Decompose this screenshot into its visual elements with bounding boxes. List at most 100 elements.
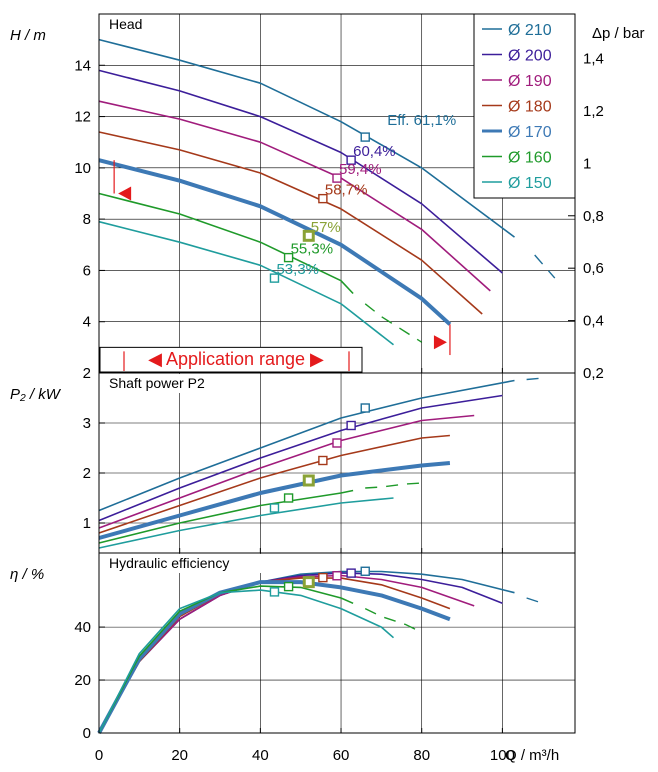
operating-point-marker xyxy=(360,403,370,413)
legend: Ø 210 Ø 200 Ø 190 Ø 180 Ø 170 Ø 160 Ø 150 xyxy=(473,13,576,199)
y-tick-label: 2 xyxy=(83,365,91,382)
legend-label: Ø 210 xyxy=(508,22,552,39)
y-axis-label: H / m xyxy=(10,27,46,44)
operating-point-marker xyxy=(360,132,370,142)
operating-point-marker xyxy=(346,568,356,578)
x-tick-label: 100 xyxy=(490,747,515,764)
y-tick-label: 1 xyxy=(83,515,91,532)
y-tick-label: 20 xyxy=(74,672,91,689)
efficiency-label: 57% xyxy=(311,219,341,236)
legend-label: Ø 200 xyxy=(508,48,552,65)
panel-title-bg xyxy=(100,554,262,573)
series-line-180 xyxy=(98,434,450,534)
right-y-axis-label: Δp / bar xyxy=(592,25,645,42)
panel-title: Hydraulic efficiency xyxy=(109,555,229,571)
operating-point-marker xyxy=(269,503,280,513)
operating-point-marker xyxy=(318,193,328,204)
series-line-190 xyxy=(98,100,491,292)
series-line-160 xyxy=(98,585,354,734)
operating-point-marker xyxy=(302,229,315,242)
x-tick-label: 80 xyxy=(413,747,430,764)
series-extension-210 xyxy=(526,597,543,604)
series-line-200 xyxy=(98,69,503,274)
legend-label: Ø 170 xyxy=(508,124,552,141)
operating-point-marker xyxy=(302,474,315,487)
y-tick-label: 40 xyxy=(74,619,91,636)
series-line-170 xyxy=(98,461,451,540)
application-range-label: ◀ Application range ▶ xyxy=(148,349,324,369)
operating-point-marker xyxy=(269,587,280,597)
legend-label: Ø 180 xyxy=(508,99,552,116)
operating-point-marker xyxy=(360,566,370,576)
y-tick-label: 3 xyxy=(83,415,91,432)
range-min-arrow xyxy=(118,186,132,201)
x-tick-label: 60 xyxy=(333,747,350,764)
efficiency-label: 53,3% xyxy=(276,261,319,278)
application-range-box xyxy=(99,346,363,373)
series-extension-160 xyxy=(364,607,423,634)
panel-title: Shaft power P2 xyxy=(109,375,205,391)
panel-title: Head xyxy=(109,16,142,32)
right-y-tick-label: 1,2 xyxy=(583,103,604,120)
series-line-210 xyxy=(98,570,515,734)
right-y-tick-label: 0,6 xyxy=(583,260,604,277)
series-line-150 xyxy=(98,220,394,346)
range-max-arrow xyxy=(433,335,447,350)
operating-point-marker xyxy=(332,173,342,183)
series-line-180 xyxy=(98,131,483,315)
series-line-210 xyxy=(98,38,515,238)
y-tick-label: 0 xyxy=(83,725,91,742)
legend-label: Ø 160 xyxy=(508,150,552,167)
y-tick-label: 4 xyxy=(83,314,91,331)
right-y-tick-label: 1 xyxy=(583,155,591,172)
series-line-160 xyxy=(98,192,354,295)
efficiency-label: 59,4% xyxy=(339,161,382,178)
right-y-tick-label: 0,2 xyxy=(583,365,604,382)
series-layer xyxy=(97,38,556,734)
series-line-200 xyxy=(98,394,503,522)
operating-point-marker xyxy=(283,252,294,263)
efficiency-label: 58,7% xyxy=(325,182,368,199)
operating-point-marker xyxy=(283,493,294,503)
efficiency-label: Eff. 61,1% xyxy=(387,112,456,129)
legend-label: Ø 190 xyxy=(508,73,552,90)
y-tick-label: 10 xyxy=(74,160,91,177)
operating-point-marker xyxy=(318,455,328,466)
right-y-tick-label: 0,8 xyxy=(583,208,604,225)
efficiency-label: 55,3% xyxy=(291,241,334,258)
operating-point-marker xyxy=(302,576,315,589)
operating-point-marker xyxy=(346,155,356,165)
frame-layer xyxy=(98,13,576,734)
x-axis-label: Q / m³/h xyxy=(505,747,559,764)
operating-point-marker xyxy=(283,581,294,592)
y-tick-label: 12 xyxy=(74,109,91,126)
x-tick-label: 20 xyxy=(171,747,188,764)
operating-point-marker xyxy=(332,438,342,448)
series-line-170 xyxy=(98,158,452,326)
series-extension-160 xyxy=(364,303,423,343)
operating-point-marker xyxy=(346,420,356,431)
y-axis-label: P₂ / kW xyxy=(10,386,62,403)
right-y-tick-label: 1,4 xyxy=(583,51,604,68)
x-tick-label: 0 xyxy=(95,747,103,764)
panel-title-bg xyxy=(100,374,218,393)
series-line-190 xyxy=(98,414,475,529)
y-axis-label: η / % xyxy=(10,566,44,583)
series-line-200 xyxy=(98,572,503,734)
operating-point-marker xyxy=(269,273,280,283)
y-tick-label: 2 xyxy=(83,465,91,482)
right-y-tick-label: 0,4 xyxy=(583,313,604,330)
series-line-170 xyxy=(97,580,451,734)
y-tick-label: 14 xyxy=(74,57,91,74)
legend-label: Ø 150 xyxy=(508,175,552,192)
x-tick-label: 40 xyxy=(252,747,269,764)
series-line-150 xyxy=(98,497,394,549)
series-extension-210 xyxy=(526,377,543,381)
operating-point-marker xyxy=(332,571,342,581)
y-tick-label: 8 xyxy=(83,211,91,228)
efficiency-label: 60,4% xyxy=(353,143,396,160)
marker-layer xyxy=(269,132,370,597)
operating-point-marker xyxy=(318,572,328,583)
